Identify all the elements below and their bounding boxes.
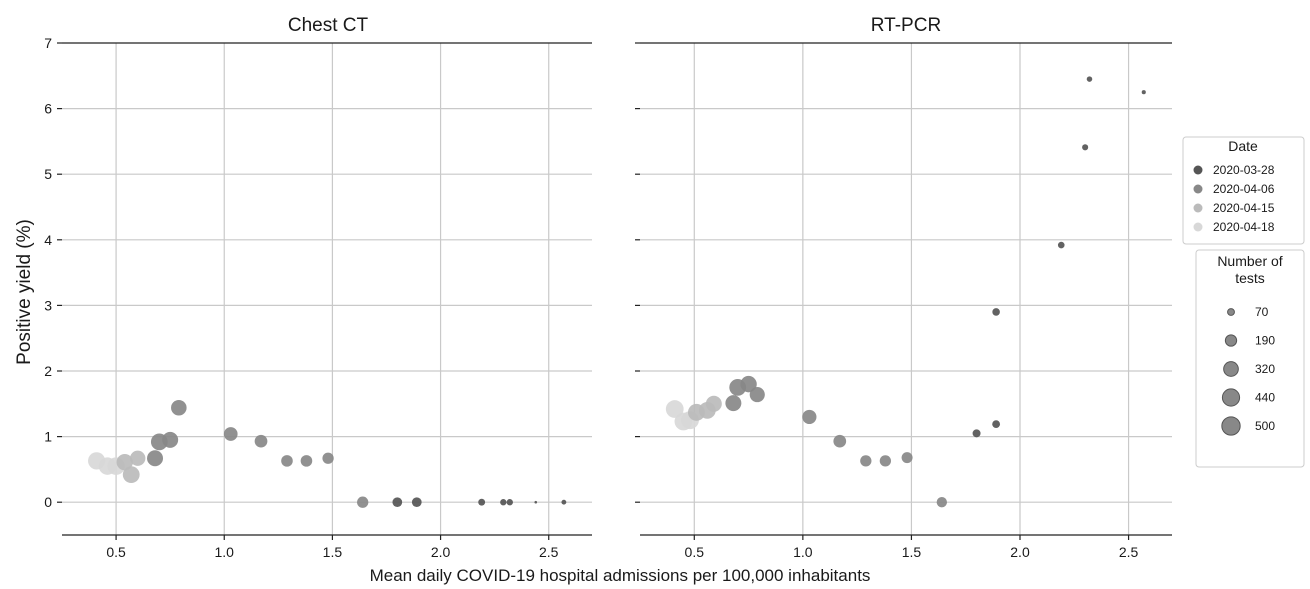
- data-point: [749, 387, 765, 403]
- date-legend: Date 2020-03-28 2020-04-06 2020-04-15 2020-…: [1182, 136, 1305, 245]
- y-tick-label: 1: [44, 429, 52, 445]
- data-point: [561, 499, 567, 505]
- size-legend-marker: [1221, 388, 1241, 407]
- data-point: [254, 434, 268, 448]
- panel-title-rt-pcr: RT-PCR: [871, 15, 941, 36]
- date-legend-label: 2020-04-15: [1213, 201, 1275, 215]
- size-legend-frame: [1195, 249, 1305, 468]
- data-point: [322, 452, 334, 464]
- y-tick-label: 0: [44, 494, 52, 510]
- date-legend-title: Date: [1228, 138, 1258, 154]
- date-legend-label: 2020-03-28: [1213, 163, 1275, 177]
- x-tick-label: 2.5: [539, 544, 559, 560]
- data-point: [411, 497, 422, 508]
- y-tick-label: 4: [44, 232, 52, 248]
- data-point: [901, 452, 913, 464]
- data-point: [171, 399, 187, 416]
- date-legend-marker: [1193, 222, 1203, 232]
- data-point: [705, 395, 722, 412]
- data-point: [116, 453, 133, 471]
- x-tick-label: 1.5: [902, 544, 922, 560]
- size-legend-label: 440: [1255, 391, 1275, 405]
- y-tick-label: 6: [44, 101, 52, 117]
- data-point: [281, 455, 293, 467]
- x-tick-label: 1.5: [323, 544, 343, 560]
- panel-title-chest-ct: Chest CT: [288, 15, 369, 36]
- date-legend-label: 2020-04-18: [1213, 220, 1275, 234]
- data-point: [506, 499, 513, 506]
- data-point: [879, 455, 892, 467]
- data-point: [534, 500, 538, 504]
- date-legend-label: 2020-04-06: [1213, 182, 1275, 196]
- data-point: [357, 496, 369, 508]
- y-axis-title: Positive yield (%): [14, 219, 35, 365]
- data-point: [674, 412, 693, 431]
- panel-chest-ct: Chest CT 0 1 2 3 4 5 6 7 0.5 1.0 1.5 2.0 2.5: [44, 15, 592, 560]
- size-legend: Number of tests 70 190 320 440 500: [1195, 249, 1305, 468]
- x-tick-label: 0.5: [106, 544, 126, 560]
- data-point: [162, 431, 179, 448]
- size-legend-label: 190: [1255, 334, 1275, 348]
- data-point: [500, 499, 507, 506]
- y-tick-label: 5: [44, 166, 52, 182]
- data-point: [88, 452, 106, 470]
- size-legend-label: 70: [1255, 305, 1269, 319]
- data-point: [665, 400, 684, 418]
- data-point: [725, 395, 742, 412]
- date-legend-frame: [1182, 136, 1305, 245]
- data-point: [1057, 241, 1065, 249]
- data-point: [122, 466, 140, 484]
- data-point: [740, 375, 757, 393]
- data-point: [860, 455, 872, 467]
- date-legend-marker: [1193, 184, 1203, 194]
- data-point: [802, 409, 817, 425]
- size-legend-label: 320: [1255, 362, 1275, 376]
- data-point: [478, 498, 486, 506]
- x-tick-label: 1.0: [215, 544, 235, 560]
- x-tick-label: 2.5: [1119, 544, 1139, 560]
- date-legend-marker: [1193, 165, 1203, 175]
- date-legend-marker: [1193, 203, 1203, 213]
- data-point: [1086, 76, 1093, 82]
- size-legend-marker: [1227, 308, 1235, 316]
- x-tick-label: 2.0: [1010, 544, 1030, 560]
- panel-rt-pcr: RT-PCR 0.5 1.0 1.5 2.0 2.5: [635, 15, 1172, 560]
- x-tick-label: 2.0: [431, 544, 451, 560]
- size-legend-marker: [1221, 416, 1241, 436]
- size-legend-marker: [1223, 361, 1239, 377]
- data-point: [130, 450, 146, 466]
- x-tick-label: 1.0: [793, 544, 813, 560]
- data-point: [992, 308, 1000, 316]
- data-point: [392, 497, 403, 508]
- data-point: [972, 429, 981, 438]
- size-legend-title-line1: Number of: [1217, 253, 1282, 269]
- x-axis-title: Mean daily COVID-19 hospital admissions …: [370, 566, 871, 585]
- data-point: [1141, 90, 1146, 95]
- x-tick-label: 0.5: [685, 544, 705, 560]
- data-point: [1082, 144, 1089, 151]
- y-tick-label: 3: [44, 297, 52, 313]
- data-point: [223, 427, 238, 441]
- y-tick-label: 7: [44, 35, 52, 51]
- size-legend-label: 500: [1255, 419, 1275, 433]
- size-legend-marker: [1224, 334, 1238, 347]
- y-tick-label: 2: [44, 363, 52, 379]
- data-point: [147, 450, 164, 467]
- data-point: [992, 420, 1001, 429]
- size-legend-title-line2: tests: [1235, 270, 1265, 286]
- data-point: [936, 497, 948, 508]
- data-point: [300, 455, 313, 467]
- data-point: [833, 434, 847, 448]
